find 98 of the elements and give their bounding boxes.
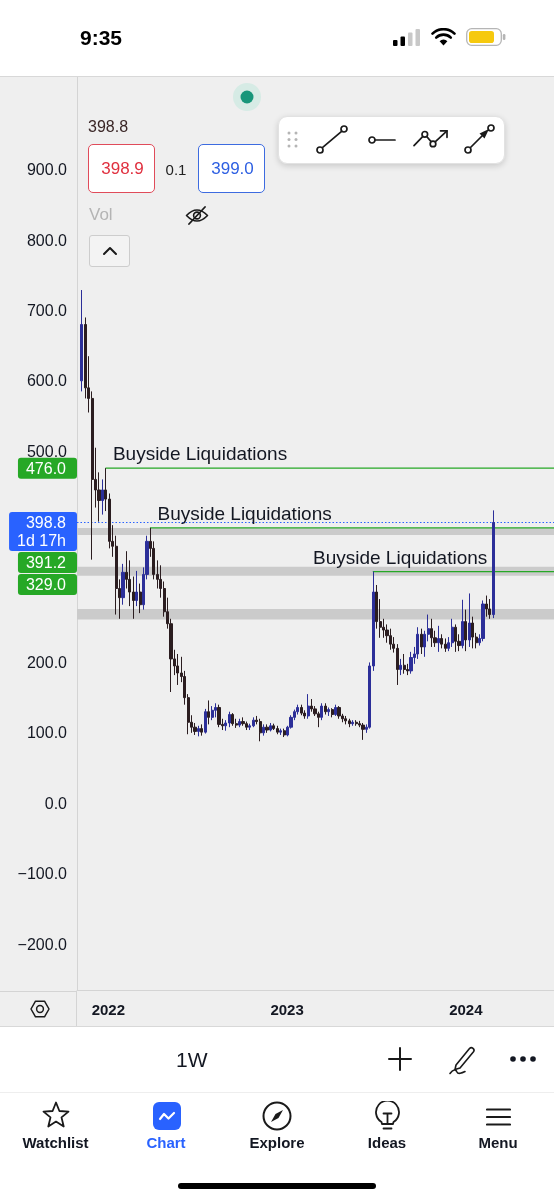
text: 391.2 (25, 553, 67, 571)
y-tick-label: 200.0 (26, 653, 68, 671)
candlestick (461, 599, 464, 649)
candlestick (296, 704, 299, 716)
candlestick (331, 707, 334, 718)
candlestick (241, 716, 245, 727)
candlestick (80, 289, 83, 392)
y-tick-label: 500.0 (26, 442, 68, 460)
candlestick (389, 628, 392, 651)
candlestick (121, 563, 125, 606)
candlestick (444, 638, 447, 653)
candlestick (464, 609, 467, 652)
candlestick (245, 721, 248, 731)
candlestick (485, 595, 488, 618)
candlestick (135, 570, 138, 607)
candlestick (238, 718, 241, 728)
price-box: 398.9 (88, 144, 155, 193)
candlestick (320, 702, 323, 721)
candlestick (324, 702, 327, 716)
candlestick (252, 716, 255, 728)
candlestick (416, 626, 419, 660)
candlestick (481, 599, 485, 642)
candlestick (471, 616, 474, 649)
annotation: 399.0 (211, 159, 254, 180)
text: Menu (478, 1134, 518, 1152)
candlestick (420, 628, 423, 655)
candlestick (310, 698, 313, 713)
candlestick (334, 704, 337, 717)
candlestick (276, 725, 279, 735)
candlestick (228, 711, 231, 728)
candlestick (197, 725, 200, 737)
text: Explore (249, 1134, 305, 1152)
candlestick (337, 705, 341, 720)
candlestick (492, 509, 495, 619)
series-label: Buyside Liquidations (157, 502, 332, 524)
candlestick (101, 478, 104, 516)
candlestick (217, 704, 221, 728)
candlestick (269, 722, 272, 732)
candlestick (300, 704, 303, 716)
candlestick (488, 598, 491, 620)
candlestick (200, 723, 203, 737)
candlestick (139, 583, 142, 614)
y-tick-label: 900.0 (26, 161, 68, 179)
text: Ideas (367, 1134, 407, 1152)
candlestick (468, 592, 471, 648)
candlestick (272, 723, 275, 731)
candlestick (440, 633, 443, 649)
candlestick (348, 718, 351, 728)
candlestick (231, 712, 234, 727)
candlestick (430, 618, 433, 648)
candlestick (176, 653, 179, 686)
ref-line-label: 1d 17h (17, 531, 66, 549)
annotation: 398.9 (101, 159, 144, 180)
y-tick-label: 800.0 (26, 231, 68, 249)
candlestick (207, 699, 210, 725)
candlestick (279, 728, 282, 736)
candlestick (204, 708, 207, 735)
candlestick (454, 623, 457, 653)
candlestick (403, 653, 406, 675)
candlestick (303, 709, 306, 720)
candlestick (211, 705, 214, 721)
x-tick-label: 2024 (449, 1000, 484, 1018)
candlestick (451, 618, 454, 648)
candlestick (399, 658, 402, 676)
candlestick (351, 719, 354, 727)
y-tick-label: 600.0 (26, 372, 68, 390)
candlestick (409, 651, 413, 675)
text: 398.8 (25, 513, 66, 531)
x-tick-label: 2022 (91, 1000, 126, 1018)
series-label: Buyside Liquidations (312, 546, 488, 568)
candlestick (265, 723, 269, 734)
y-tick-label: 0.0 (44, 794, 68, 812)
candlestick (214, 702, 217, 718)
annotation: 398.8 (88, 117, 129, 137)
candlestick (437, 625, 440, 653)
annotation: Vol (89, 204, 113, 226)
candlestick (259, 718, 262, 742)
candlestick (283, 728, 286, 738)
x-tick-label: 2023 (270, 1000, 304, 1018)
y-tick-label: 100.0 (26, 724, 68, 742)
price-box: 399.0 (198, 144, 265, 193)
text: Watchlist (22, 1134, 89, 1152)
candlestick (355, 719, 358, 727)
text: 329.0 (25, 575, 67, 593)
candlestick (344, 715, 347, 725)
candlestick (327, 706, 330, 717)
text: 1W (176, 1047, 208, 1073)
text: 476.0 (25, 459, 67, 477)
candlestick (262, 723, 265, 737)
candlestick (361, 722, 365, 741)
y-tick-label: 700.0 (26, 301, 68, 319)
annotation: 0.1 (165, 161, 187, 179)
text: 9:35 (80, 25, 123, 51)
text: Chart (146, 1134, 186, 1152)
y-tick-label: −100.0 (17, 865, 68, 883)
candlestick (307, 693, 310, 720)
y-tick-label: −200.0 (17, 935, 68, 953)
series-label: Buyside Liquidations (112, 443, 288, 465)
